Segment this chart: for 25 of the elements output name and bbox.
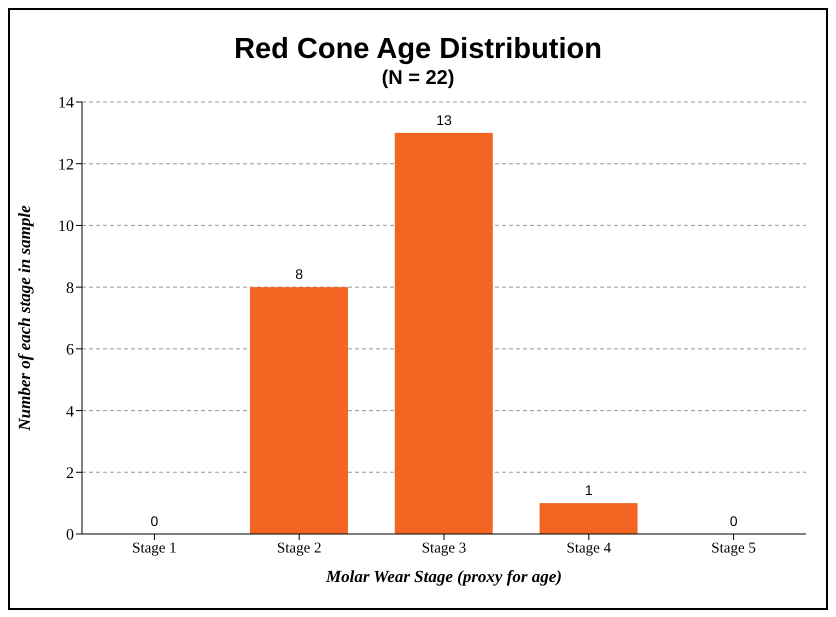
data-label: 13 (436, 112, 452, 128)
y-tick-label: 12 (58, 156, 74, 174)
y-axis-title: Number of each stage in sample (15, 204, 34, 432)
x-tick-label: Stage 2 (276, 540, 322, 557)
y-tick-label: 0 (66, 526, 74, 544)
y-tick-label: 2 (66, 464, 74, 482)
y-tick-label: 6 (66, 342, 74, 359)
data-label: 0 (730, 513, 738, 529)
bar (250, 287, 348, 534)
y-tick-label: 14 (58, 94, 74, 112)
chart-title: Red Cone Age Distribution (233, 32, 603, 66)
data-label: 1 (584, 482, 593, 498)
bar (540, 503, 638, 534)
x-axis-title: Molar Wear Stage (proxy for age) (325, 567, 562, 586)
x-tick-label: Stage 3 (422, 540, 466, 557)
y-tick-label: 8 (66, 280, 74, 297)
data-label: 8 (295, 266, 304, 282)
x-tick-label: Stage 1 (132, 540, 177, 557)
bar (394, 132, 493, 534)
x-tick-label: Stage 5 (711, 540, 756, 557)
data-label: 0 (150, 513, 158, 529)
chart-subtitle: (N = 22) (380, 66, 456, 90)
y-tick-label: 4 (66, 403, 74, 420)
y-tick-label: 10 (58, 218, 74, 236)
x-tick-label: Stage 4 (566, 540, 612, 557)
